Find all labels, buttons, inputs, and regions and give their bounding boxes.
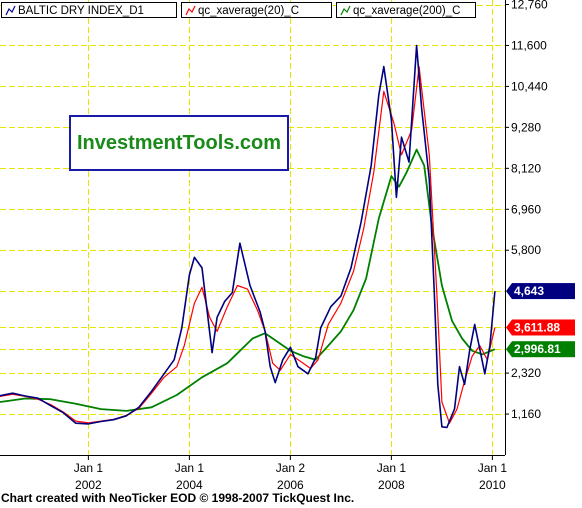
legend-label: qc_xaverage(20)_C: [198, 5, 300, 17]
legend-item-xavg200[interactable]: qc_xaverage(200)_C: [336, 2, 476, 18]
y-tick-label: 2,320: [511, 366, 541, 380]
last-value-pointer: [506, 283, 512, 300]
line-series-icon: [185, 5, 196, 16]
x-tick-label-year: 2008: [378, 478, 405, 492]
legend-label: qc_xaverage(200)_C: [353, 5, 461, 17]
footer-credit: Chart created with NeoTicker EOD © 1998-…: [1, 491, 355, 505]
y-tick-label: 9,280: [511, 120, 541, 134]
y-tick-label: 6,960: [511, 202, 541, 216]
plot-background: [0, 0, 505, 455]
watermark-text: InvestmentTools.com: [76, 131, 282, 154]
x-tick-label-date: Jan 1: [377, 461, 407, 475]
x-tick-label-year: 2006: [277, 478, 304, 492]
last-value-pointer: [506, 341, 512, 358]
legend-label: BALTIC DRY INDEX_D1: [18, 5, 144, 17]
last-value-badge: [512, 283, 575, 300]
last-value-text: 3,611.88: [514, 320, 560, 334]
x-tick-label-year: 2010: [479, 478, 506, 492]
y-tick-label: 10,440: [511, 79, 548, 93]
x-tick-label-date: Jan 1: [478, 461, 508, 475]
line-series-icon: [340, 5, 351, 16]
last-value-badge: [512, 341, 575, 358]
last-value-badge: [512, 319, 575, 336]
y-tick-label: 12,760: [511, 0, 548, 12]
legend-item-bdi[interactable]: BALTIC DRY INDEX_D1: [1, 2, 177, 18]
x-tick-label-year: 2002: [75, 478, 102, 492]
x-tick-label-date: Jan 1: [74, 461, 104, 475]
last-value-labels: 4,643 3,611.88 2,996.81: [506, 283, 575, 358]
legend-item-xavg20[interactable]: qc_xaverage(20)_C: [181, 2, 332, 18]
series-group: [0, 44, 496, 429]
y-tick-label: 8,120: [511, 161, 541, 175]
x-axis-ticks: Jan 1 2002 Jan 1 2004 Jan 2 2006 Jan 1 2008 Jan …: [74, 455, 508, 492]
watermark-logo: InvestmentTools.com: [69, 115, 289, 171]
x-tick-label-year: 2004: [176, 478, 203, 492]
last-value-pointer: [506, 319, 512, 336]
last-value-text: 4,643: [514, 284, 544, 298]
y-axis-ticks: 12,760 11,600 10,440 9,280 8,120 6,960 5,800 2,…: [505, 0, 548, 421]
y-tick-label: 11,600: [511, 38, 547, 52]
x-tick-label-date: Jan 2: [276, 461, 306, 475]
series-line-0: [0, 44, 496, 429]
y-tick-label: 5,800: [511, 243, 541, 257]
y-tick-label: 1,160: [511, 407, 541, 421]
line-series-icon: [5, 5, 16, 16]
last-value-text: 2,996.81: [514, 342, 561, 356]
x-tick-label-date: Jan 1: [175, 461, 205, 475]
